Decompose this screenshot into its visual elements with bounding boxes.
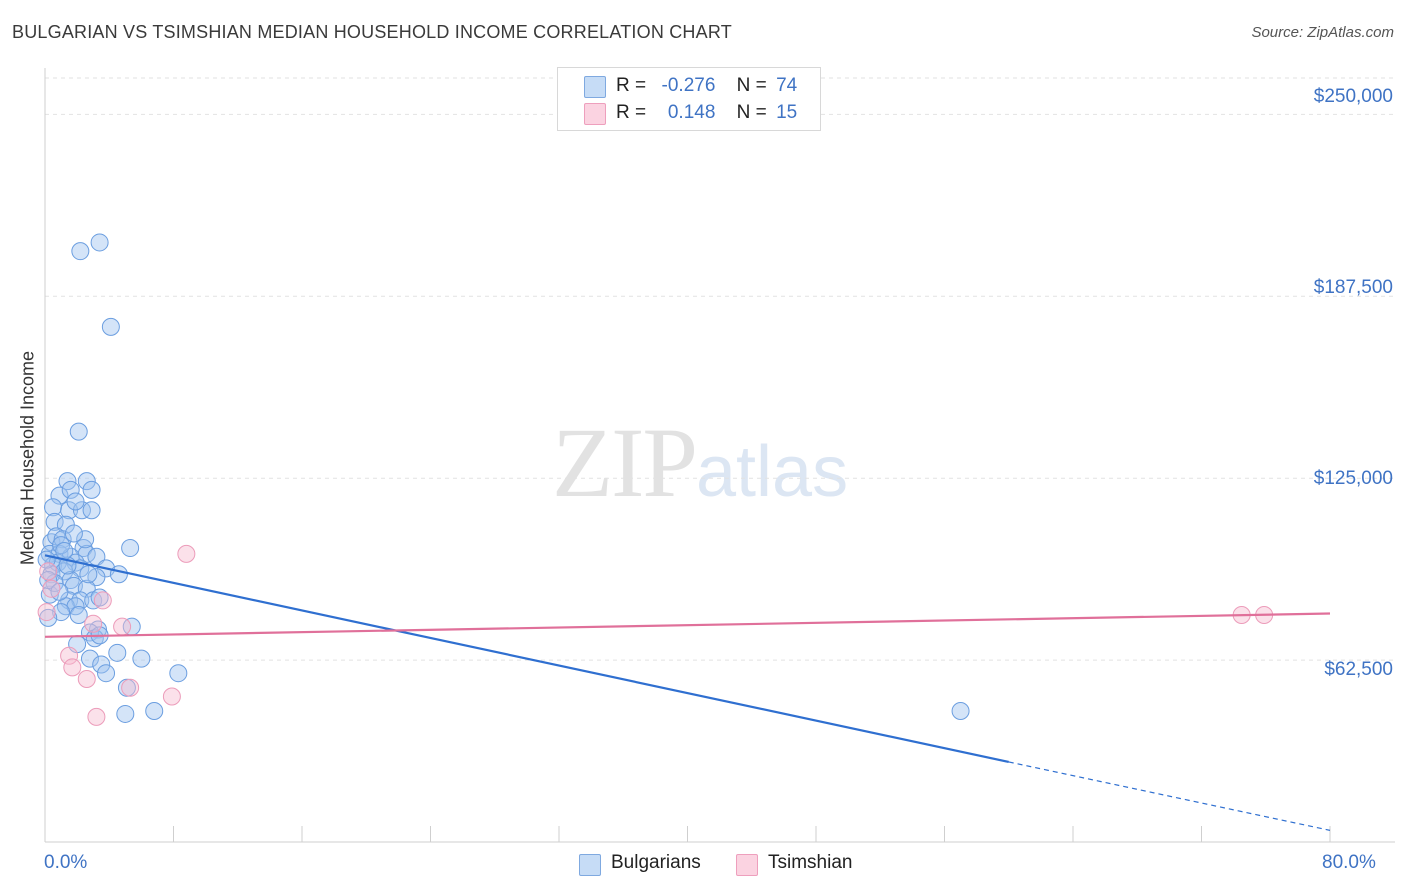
r-value: 0.148	[667, 102, 716, 123]
point-bulgarians	[121, 539, 140, 558]
legend-label-tsimshian: Tsimshian	[768, 852, 853, 873]
chart-title: BULGARIAN VS TSIMSHIAN MEDIAN HOUSEHOLD …	[12, 22, 732, 42]
point-tsimshian	[177, 544, 196, 563]
source-note: Source: ZipAtlas.com	[1251, 24, 1394, 41]
point-tsimshian	[39, 562, 58, 581]
n-value: 15	[776, 102, 798, 123]
watermark: ZIPatlas	[552, 405, 848, 520]
point-bulgarians	[97, 664, 116, 683]
point-bulgarians	[145, 702, 164, 721]
point-tsimshian	[121, 678, 140, 697]
point-bulgarians	[53, 530, 72, 549]
point-bulgarians	[69, 422, 88, 441]
point-bulgarians	[71, 242, 90, 261]
point-bulgarians	[77, 579, 96, 598]
trend-line-bulgarians-extension	[1008, 761, 1331, 831]
point-tsimshian	[60, 646, 79, 665]
r-label: R =	[616, 75, 647, 96]
point-bulgarians	[64, 524, 83, 543]
stats-row-tsimshian: R = 0.148 N = 15	[616, 102, 797, 128]
point-bulgarians	[79, 565, 98, 584]
n-value: 74	[776, 75, 798, 96]
gridlines	[45, 77, 1395, 661]
point-bulgarians	[132, 649, 151, 668]
trend-line-tsimshian	[44, 612, 1331, 638]
r-label: R =	[616, 102, 647, 123]
point-bulgarians	[82, 480, 101, 499]
point-tsimshian	[42, 579, 61, 598]
point-tsimshian	[77, 670, 96, 689]
n-label: N =	[736, 75, 767, 96]
legend-swatch-bulgarians	[579, 854, 601, 876]
point-bulgarians	[85, 629, 104, 648]
point-bulgarians	[109, 565, 128, 584]
trend-lines	[44, 554, 1331, 831]
point-bulgarians	[55, 541, 74, 560]
point-bulgarians	[76, 530, 95, 549]
y-tick-label-250000: $250,000	[1313, 86, 1393, 107]
legend-item-bulgarians[interactable]: Bulgarians	[579, 852, 701, 876]
point-bulgarians	[116, 704, 135, 723]
trend-line-bulgarians	[44, 554, 1009, 764]
point-bulgarians	[69, 605, 88, 624]
point-bulgarians	[90, 588, 109, 607]
x-tick-label-min: 0.0%	[44, 852, 88, 873]
point-bulgarians	[108, 643, 127, 662]
axes	[44, 68, 1395, 843]
watermark-zip: ZIP	[552, 407, 698, 518]
data-points	[37, 233, 1274, 726]
point-bulgarians	[50, 486, 69, 505]
point-bulgarians	[66, 492, 85, 511]
point-bulgarians	[101, 317, 120, 336]
y-tick-label-125000: $125,000	[1313, 468, 1393, 489]
point-tsimshian	[162, 687, 181, 706]
n-label: N =	[736, 102, 767, 123]
legend-item-tsimshian[interactable]: Tsimshian	[736, 852, 853, 876]
point-tsimshian	[37, 603, 56, 622]
stats-row-bulgarians: R = -0.276 N = 74	[616, 75, 797, 101]
point-tsimshian	[87, 707, 106, 726]
r-value: -0.276	[661, 75, 716, 96]
point-bulgarians	[82, 501, 101, 520]
y-tick-label-187500: $187,500	[1313, 277, 1393, 298]
point-tsimshian	[93, 591, 112, 610]
point-tsimshian	[84, 614, 103, 633]
point-bulgarians	[37, 550, 56, 569]
y-tick-label-62500: $62,500	[1324, 659, 1393, 680]
correlation-stats-box: R = -0.276 N = 74 R = 0.148 N = 15	[557, 67, 821, 131]
stats-swatch-tsimshian	[584, 103, 606, 125]
point-tsimshian	[113, 617, 132, 636]
x-tick-label-max: 80.0%	[1322, 852, 1376, 873]
point-bulgarians	[90, 233, 109, 252]
point-bulgarians	[45, 512, 64, 531]
y-axis-label: Median Household Income	[17, 350, 38, 566]
watermark-atlas: atlas	[696, 432, 849, 512]
point-bulgarians	[77, 472, 96, 491]
point-bulgarians	[951, 702, 970, 721]
point-bulgarians	[39, 608, 58, 627]
legend-swatch-tsimshian	[736, 854, 758, 876]
point-bulgarians	[52, 536, 71, 555]
point-bulgarians	[80, 649, 99, 668]
point-bulgarians	[169, 664, 188, 683]
point-bulgarians	[61, 480, 80, 499]
point-bulgarians	[92, 655, 111, 674]
point-tsimshian	[63, 658, 82, 677]
legend-label-bulgarians: Bulgarians	[611, 852, 701, 873]
stats-swatch-bulgarians	[584, 76, 606, 98]
